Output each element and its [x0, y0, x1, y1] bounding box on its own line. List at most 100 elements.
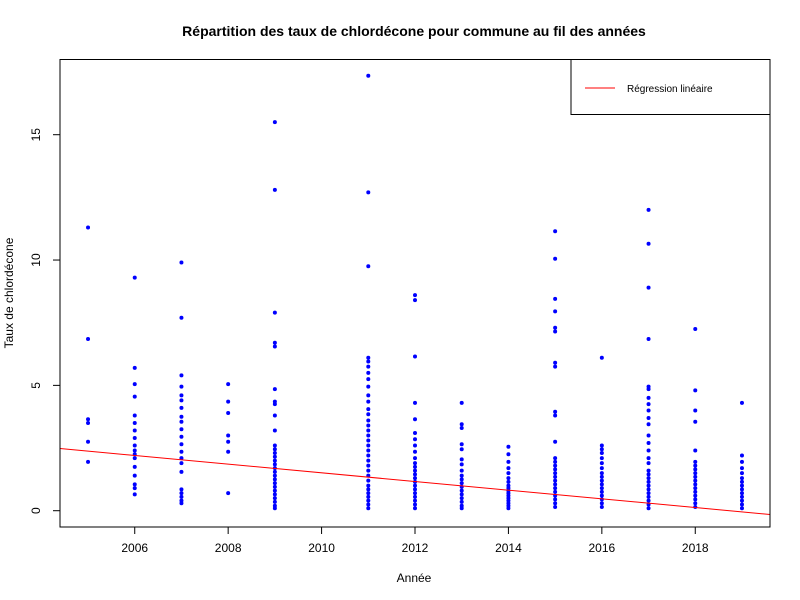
data-point: [553, 474, 558, 479]
data-point: [693, 326, 698, 331]
data-point: [646, 472, 651, 477]
data-point: [739, 498, 744, 503]
data-point: [226, 449, 231, 454]
data-point: [366, 428, 371, 433]
data-point: [693, 463, 698, 468]
data-point: [413, 506, 417, 511]
data-point: [413, 293, 417, 298]
data-point: [646, 408, 651, 413]
data-point: [553, 463, 558, 468]
data-point: [413, 498, 417, 503]
data-point: [366, 399, 371, 404]
data-point: [179, 494, 184, 499]
data-point: [366, 364, 371, 369]
data-point: [646, 476, 651, 481]
data-point: [693, 497, 698, 502]
data-point: [739, 491, 744, 496]
data-point: [272, 499, 277, 504]
data-point: [86, 337, 91, 341]
data-point: [739, 466, 744, 471]
data-point: [459, 422, 464, 427]
data-point: [272, 454, 277, 459]
data-point: [132, 428, 137, 433]
data-point: [366, 355, 371, 360]
data-point: [132, 436, 137, 441]
data-point: [646, 483, 651, 488]
data-point: [646, 487, 651, 492]
data-point: [646, 491, 651, 496]
data-point: [646, 494, 651, 499]
data-point: [179, 405, 184, 410]
data-point: [599, 501, 604, 506]
data-point: [506, 452, 511, 457]
data-point: [179, 393, 184, 398]
data-point: [272, 428, 277, 433]
data-point: [646, 461, 651, 466]
data-point: [693, 474, 698, 479]
data-point: [459, 425, 464, 430]
data-point: [366, 498, 371, 503]
data-point: [553, 360, 558, 365]
data-point: [599, 355, 604, 360]
data-point: [693, 459, 698, 464]
data-point: [179, 384, 184, 389]
data-point: [599, 504, 604, 509]
data-point: [506, 506, 511, 511]
data-point: [413, 476, 417, 481]
data-point: [272, 458, 277, 463]
legend: Régression linéaire: [570, 59, 771, 115]
data-point: [646, 415, 651, 420]
data-point: [272, 187, 277, 192]
data-point: [413, 494, 417, 499]
data-point: [366, 494, 371, 499]
data-point: [272, 451, 277, 456]
data-point: [693, 489, 698, 494]
data-point: [86, 439, 91, 444]
data-point: [506, 459, 511, 464]
data-point: [553, 364, 558, 369]
x-tick-label: 2018: [682, 541, 709, 555]
data-point: [179, 461, 184, 466]
data-point: [459, 488, 464, 493]
x-axis-label: Année: [397, 571, 432, 585]
data-point: [132, 382, 137, 387]
data-point: [132, 443, 137, 448]
data-point: [693, 408, 698, 413]
data-point: [366, 478, 371, 483]
data-point: [646, 506, 651, 511]
data-point: [553, 256, 558, 261]
data-point: [132, 413, 137, 418]
data-point: [272, 477, 277, 482]
y-axis-label: Taux de chlordécone: [2, 237, 16, 348]
data-point: [272, 120, 277, 125]
data-point: [132, 482, 137, 487]
data-point: [646, 241, 651, 246]
data-point: [132, 464, 137, 469]
data-point: [693, 478, 698, 483]
data-point: [413, 443, 417, 448]
data-point: [413, 449, 417, 454]
data-point: [599, 489, 604, 494]
data-point: [599, 478, 604, 483]
data-point: [459, 477, 464, 482]
data-point: [599, 482, 604, 487]
data-point: [86, 459, 91, 464]
data-point: [179, 491, 184, 496]
data-point: [553, 229, 558, 234]
data-point: [179, 501, 184, 506]
data-point: [599, 471, 604, 476]
data-point: [413, 417, 417, 422]
data-point: [366, 377, 371, 382]
data-point: [272, 484, 277, 489]
data-point: [179, 373, 184, 378]
data-point: [693, 419, 698, 424]
data-point: [693, 388, 698, 393]
y-axis: 0 5 10 15: [29, 128, 61, 514]
data-point: [553, 497, 558, 502]
data-point: [132, 275, 137, 280]
data-point: [179, 427, 184, 432]
data-point: [553, 482, 558, 487]
y-tick-label: 5: [29, 382, 43, 389]
data-point: [179, 469, 184, 474]
